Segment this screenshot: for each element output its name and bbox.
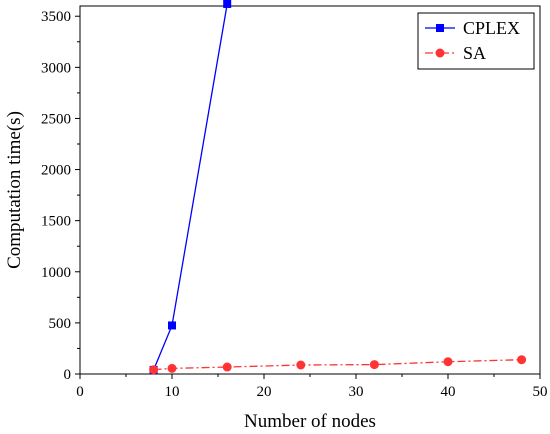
- y-axis: 0 500 1000 1500 2000 2500 3000 3500: [41, 9, 80, 383]
- y-tick-label: 2000: [41, 163, 71, 179]
- series-line: [152, 3, 228, 371]
- data-point: [296, 360, 306, 370]
- data-point: [369, 360, 379, 370]
- legend-label: CPLEX: [463, 18, 520, 38]
- x-axis: 0 10 20 30 40 50: [76, 374, 548, 400]
- y-tick-label: 1500: [41, 214, 71, 230]
- x-tick-label: 10: [165, 384, 180, 400]
- x-axis-label: Number of nodes: [244, 411, 376, 432]
- series-cplex: [149, 0, 232, 374]
- y-tick-label: 3000: [41, 60, 71, 76]
- x-tick-label: 50: [533, 384, 548, 400]
- data-point: [443, 357, 453, 367]
- data-point: [168, 321, 176, 330]
- data-point: [517, 355, 527, 365]
- data-point: [149, 365, 159, 375]
- y-tick-label: 0: [64, 367, 72, 383]
- series-sa: [149, 355, 527, 375]
- x-tick-label: 40: [441, 384, 456, 400]
- legend-marker: [435, 48, 445, 58]
- legend-marker: [436, 24, 444, 32]
- y-tick-label: 500: [49, 316, 72, 332]
- legend-label: SA: [463, 43, 486, 63]
- y-tick-label: 2500: [41, 111, 71, 127]
- y-tick-label: 1000: [41, 265, 71, 281]
- legend-entry-cplex: CPLEX: [425, 18, 520, 38]
- legend: CPLEX SA: [417, 12, 535, 70]
- x-tick-label: 0: [76, 384, 84, 400]
- data-point: [167, 363, 177, 373]
- legend-entry-sa: SA: [425, 43, 486, 63]
- y-tick-label: 3500: [41, 9, 71, 25]
- data-point: [222, 362, 232, 372]
- data-point: [223, 0, 232, 8]
- y-axis-label: Computation time(s): [4, 111, 25, 269]
- x-tick-label: 20: [257, 384, 272, 400]
- series-line: [153, 359, 522, 371]
- series-layer: [149, 0, 527, 375]
- x-tick-label: 30: [349, 384, 364, 400]
- legend-box: [417, 12, 535, 70]
